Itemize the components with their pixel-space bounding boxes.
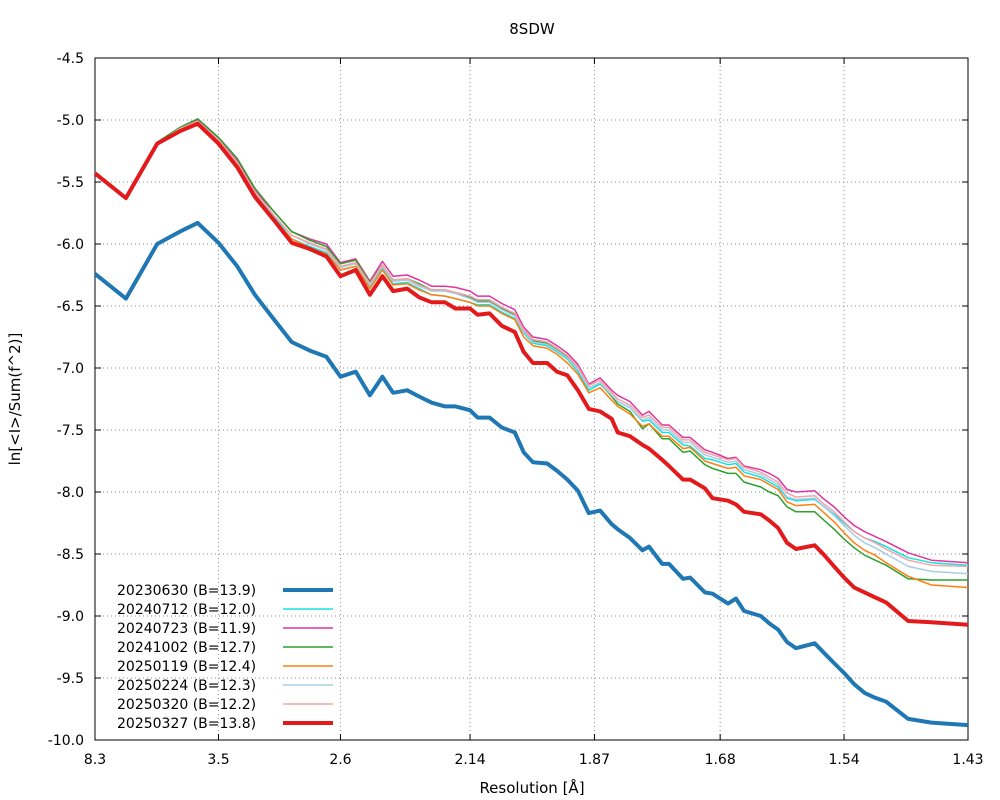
x-tick-label: 2.6	[329, 752, 351, 768]
y-tick-label: -9.5	[57, 671, 84, 687]
series-line-20250327	[93, 121, 969, 627]
y-tick-label: -7.0	[57, 361, 84, 377]
y-axis-label: ln[<I>/Sum(f^2)]	[6, 333, 24, 466]
plot-frame	[94, 57, 969, 741]
legend-label: 20240712 (B=12.0)	[117, 602, 256, 618]
grid	[94, 57, 969, 741]
legend-label: 20230630 (B=13.9)	[117, 583, 256, 599]
y-tick-label: -10.0	[48, 733, 84, 749]
y-tick-label: -4.5	[57, 51, 84, 67]
x-tick-label: 1.68	[705, 752, 736, 768]
series-line-20250224	[94, 120, 969, 575]
legend: 20230630 (B=13.9) 20240712 (B=12.0) 202407…	[117, 583, 333, 732]
x-tick-label: 1.43	[952, 752, 983, 768]
legend-label: 20240723 (B=11.9)	[117, 621, 256, 637]
legend-label: 20241002 (B=12.7)	[117, 640, 256, 656]
x-tick-label: 3.5	[207, 752, 229, 768]
series-line-20230630	[93, 220, 969, 728]
x-axis-ticks: 8.3 3.5 2.6 2.14 1.87 1.68 1.54 1.43	[84, 58, 984, 768]
series-lines	[93, 118, 969, 728]
series-line-20250320	[94, 120, 969, 568]
x-tick-label: 2.14	[454, 752, 485, 768]
y-tick-label: -6.0	[57, 237, 84, 253]
series-line-20240712	[94, 119, 969, 566]
y-tick-label: -8.0	[57, 485, 84, 501]
y-tick-label: -5.5	[57, 175, 84, 191]
y-tick-label: -6.5	[57, 299, 84, 315]
legend-label: 20250224 (B=12.3)	[117, 678, 256, 694]
y-axis-ticks: -4.5 -5.0 -5.5 -6.0 -6.5 -7.0 -7.5 -8.0 -8.5 -9.0…	[48, 51, 968, 749]
y-tick-label: -5.0	[57, 113, 84, 129]
series-line-20240723	[94, 119, 969, 564]
x-axis-label: Resolution [Å]	[479, 778, 584, 797]
chart-title: 8SDW	[509, 20, 555, 38]
x-tick-label: 8.3	[84, 752, 106, 768]
y-tick-label: -7.5	[57, 423, 84, 439]
legend-label: 20250119 (B=12.4)	[117, 659, 256, 675]
y-tick-label: -8.5	[57, 547, 84, 563]
y-tick-label: -9.0	[57, 609, 84, 625]
x-tick-label: 1.87	[579, 752, 610, 768]
x-tick-label: 1.54	[828, 752, 859, 768]
legend-label: 20250327 (B=13.8)	[117, 716, 256, 732]
legend-label: 20250320 (B=12.2)	[117, 697, 256, 713]
